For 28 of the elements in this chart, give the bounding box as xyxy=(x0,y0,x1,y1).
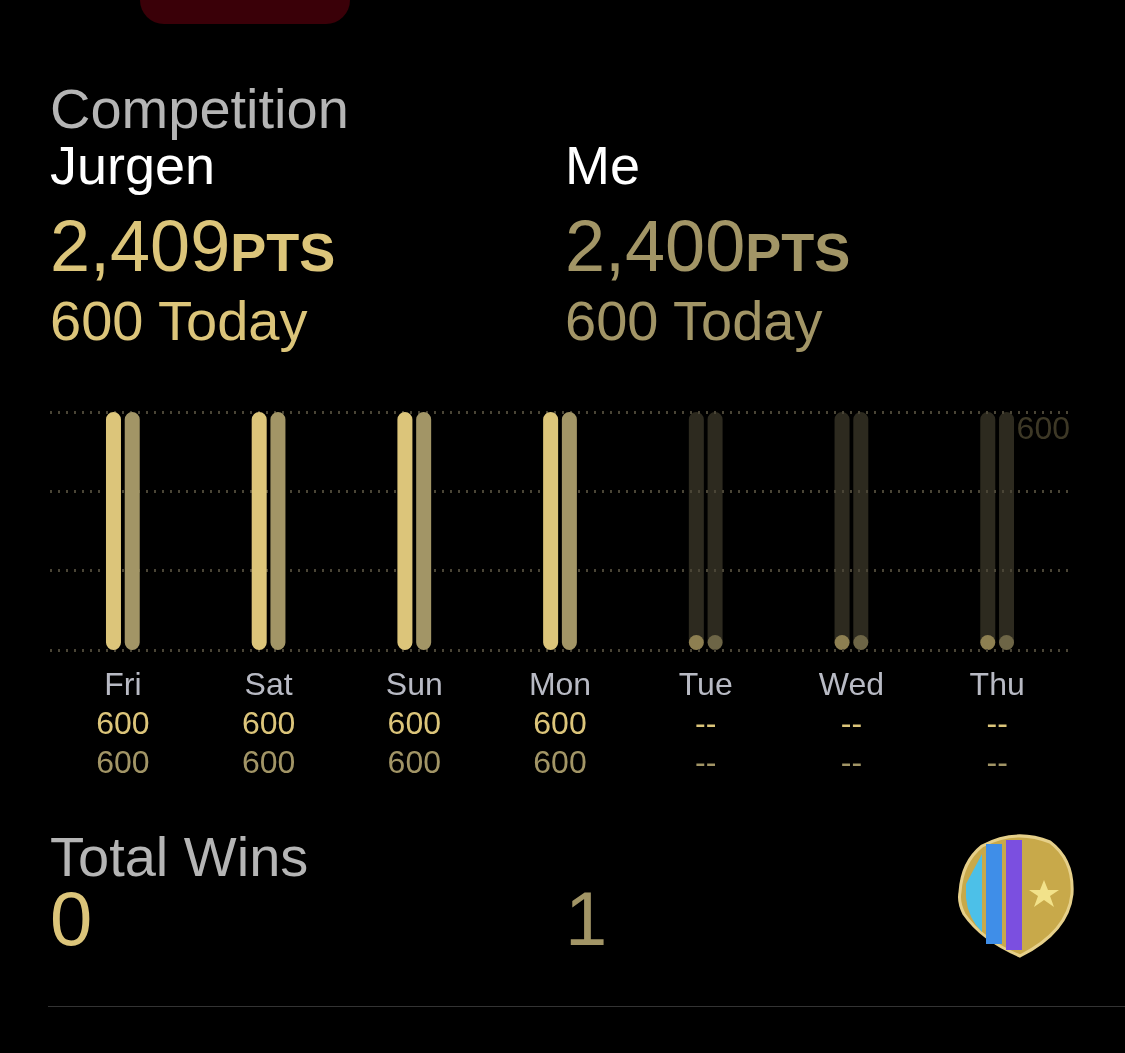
x-tick-label: Mon xyxy=(528,665,592,702)
data-label: 600 xyxy=(96,704,150,741)
data-label: 600 xyxy=(241,743,296,780)
text: Me xyxy=(565,135,641,195)
text: -- xyxy=(986,743,1008,780)
text: Total Wins xyxy=(50,824,309,888)
text: 600 Today xyxy=(50,288,308,352)
data-label: 600 xyxy=(241,704,296,741)
data-label: 600 xyxy=(533,743,587,780)
x-tick-label: Fri xyxy=(104,665,142,702)
text: -- xyxy=(840,743,863,780)
text: -- xyxy=(840,704,863,741)
data-label: 600 xyxy=(387,743,441,780)
text: 2,409PTS xyxy=(50,206,336,286)
data-label: 600 xyxy=(96,743,150,780)
x-tick-label: Thu xyxy=(969,665,1025,702)
x-tick-label: Sun xyxy=(385,665,443,702)
x-tick-label: Tue xyxy=(678,665,733,702)
text: 600 Today xyxy=(565,288,823,352)
text: -- xyxy=(695,743,717,780)
data-label: 600 xyxy=(533,704,587,741)
text: 2,400PTS xyxy=(565,206,851,286)
text: -- xyxy=(695,704,717,741)
text: -- xyxy=(986,704,1008,741)
data-label: 600 xyxy=(387,704,441,741)
x-tick-label: Sat xyxy=(244,665,293,702)
x-tick-label: Wed xyxy=(818,665,885,702)
text: 1 xyxy=(565,875,608,961)
